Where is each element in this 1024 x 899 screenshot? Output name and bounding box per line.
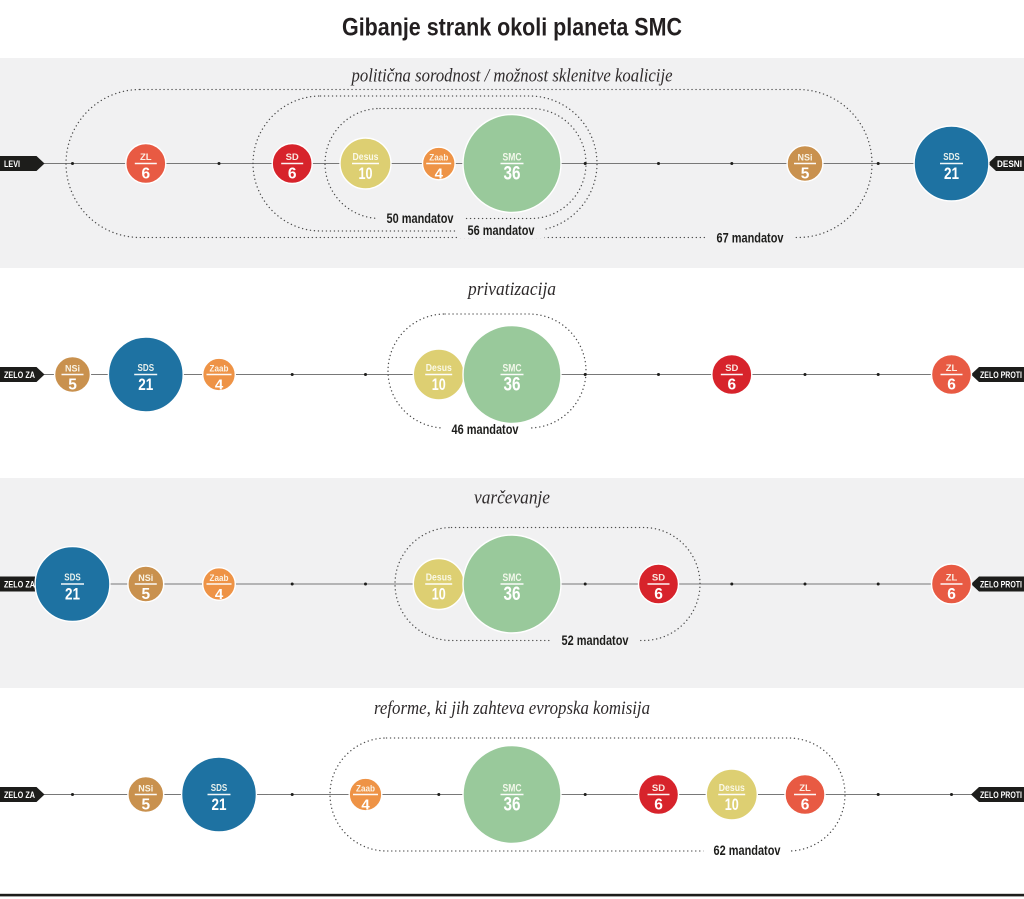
svg-text:21: 21 (65, 584, 80, 603)
svg-text:Desus: Desus (353, 152, 379, 163)
svg-text:ZL: ZL (140, 152, 152, 163)
svg-text:SMC: SMC (503, 151, 522, 163)
svg-text:Desus: Desus (426, 572, 452, 583)
svg-text:SD: SD (652, 573, 665, 584)
svg-text:SD: SD (725, 363, 738, 374)
svg-text:5: 5 (68, 377, 77, 394)
svg-text:reforme, ki jih zahteva evrops: reforme, ki jih zahteva evropska komisij… (374, 698, 650, 719)
svg-text:10: 10 (432, 585, 446, 603)
svg-text:Desus: Desus (719, 783, 745, 794)
svg-text:Gibanje strank okoli planeta S: Gibanje strank okoli planeta SMC (342, 13, 682, 41)
svg-text:ZL: ZL (946, 363, 958, 374)
svg-text:SMC: SMC (503, 782, 522, 794)
svg-text:52 mandatov: 52 mandatov (562, 632, 629, 648)
svg-text:10: 10 (432, 376, 446, 394)
svg-text:56 mandatov: 56 mandatov (468, 222, 535, 238)
svg-text:5: 5 (141, 586, 150, 603)
svg-text:politična sorodnost / možnost: politična sorodnost / možnost sklenitve … (350, 66, 673, 87)
svg-text:SDS: SDS (138, 362, 155, 374)
svg-text:6: 6 (727, 377, 736, 394)
svg-text:6: 6 (654, 797, 663, 814)
svg-text:DESNI: DESNI (997, 159, 1022, 170)
svg-text:4: 4 (361, 796, 370, 813)
svg-text:4: 4 (215, 586, 224, 603)
svg-text:21: 21 (138, 375, 153, 394)
svg-text:ZL: ZL (799, 783, 811, 794)
svg-text:ZELO ZA: ZELO ZA (4, 370, 35, 381)
svg-text:36: 36 (504, 375, 521, 396)
svg-text:NSi: NSi (65, 363, 80, 374)
svg-text:62 mandatov: 62 mandatov (714, 842, 781, 858)
svg-text:SMC: SMC (503, 572, 522, 584)
svg-text:SDS: SDS (211, 782, 228, 794)
svg-text:6: 6 (141, 166, 150, 183)
svg-text:Zaab: Zaab (210, 363, 229, 374)
svg-text:Zaab: Zaab (429, 152, 448, 163)
svg-text:SD: SD (652, 783, 665, 794)
svg-text:SDS: SDS (64, 571, 81, 583)
svg-text:6: 6 (947, 586, 956, 603)
svg-text:ZL: ZL (946, 573, 958, 584)
svg-text:67 mandatov: 67 mandatov (717, 230, 784, 246)
svg-text:varčevanje: varčevanje (474, 488, 550, 509)
svg-text:NSi: NSi (138, 783, 153, 794)
svg-text:privatizacija: privatizacija (466, 279, 556, 300)
svg-text:Zaab: Zaab (210, 573, 229, 584)
svg-text:6: 6 (654, 586, 663, 603)
svg-text:SD: SD (286, 152, 299, 163)
svg-text:Desus: Desus (426, 363, 452, 374)
svg-text:ZELO ZA: ZELO ZA (4, 790, 35, 801)
svg-text:SMC: SMC (503, 362, 522, 374)
svg-text:6: 6 (801, 797, 810, 814)
svg-text:ZELO ZA: ZELO ZA (4, 579, 35, 590)
svg-text:LEVI: LEVI (4, 159, 20, 170)
svg-text:36: 36 (504, 795, 521, 816)
svg-text:21: 21 (212, 795, 227, 814)
svg-text:36: 36 (504, 584, 521, 605)
svg-text:4: 4 (215, 376, 224, 393)
svg-text:46 mandatov: 46 mandatov (452, 421, 519, 437)
svg-text:21: 21 (944, 164, 959, 183)
svg-text:5: 5 (141, 797, 150, 814)
svg-text:5: 5 (801, 166, 810, 183)
svg-text:SDS: SDS (943, 151, 960, 163)
svg-text:10: 10 (725, 796, 739, 814)
svg-text:6: 6 (288, 166, 297, 183)
svg-text:4: 4 (435, 165, 444, 182)
svg-text:ZELO PROTI: ZELO PROTI (980, 370, 1022, 381)
svg-text:36: 36 (504, 164, 521, 185)
svg-text:ZELO PROTI: ZELO PROTI (980, 790, 1022, 801)
svg-text:50 mandatov: 50 mandatov (387, 210, 454, 226)
svg-text:NSi: NSi (138, 573, 153, 584)
svg-text:10: 10 (359, 165, 373, 183)
svg-text:6: 6 (947, 377, 956, 394)
svg-text:ZELO PROTI: ZELO PROTI (980, 579, 1022, 590)
svg-text:Zaab: Zaab (356, 783, 375, 794)
svg-text:NSi: NSi (798, 152, 813, 163)
